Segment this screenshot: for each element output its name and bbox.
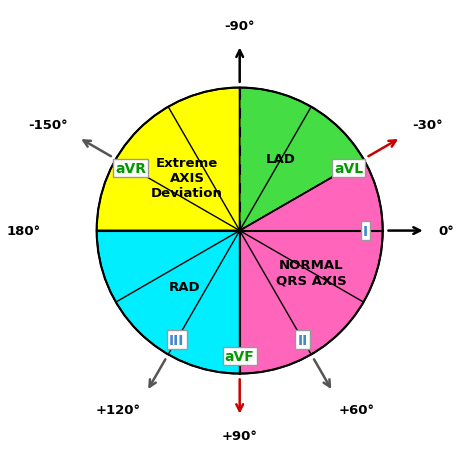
Text: Extreme
AXIS
Deviation: Extreme AXIS Deviation [151,157,223,200]
Wedge shape [240,88,364,231]
Text: -30°: -30° [412,119,442,132]
Wedge shape [97,88,240,231]
Text: aVL: aVL [334,162,363,175]
Text: 0°: 0° [438,225,454,238]
Text: +120°: +120° [95,403,140,416]
Text: aVR: aVR [115,162,146,175]
Text: NORMAL
QRS AXIS: NORMAL QRS AXIS [276,258,347,286]
Text: I: I [363,224,368,238]
Text: aVF: aVF [225,349,255,364]
Text: +60°: +60° [339,403,375,416]
Text: LAD: LAD [266,153,296,166]
Text: +90°: +90° [222,430,258,442]
Wedge shape [97,231,240,374]
Text: RAD: RAD [168,280,200,293]
Text: 180°: 180° [7,225,41,238]
Wedge shape [240,160,383,374]
Text: II: II [298,333,308,347]
Text: -150°: -150° [28,119,68,132]
Text: III: III [169,333,184,347]
Text: -90°: -90° [225,20,255,33]
